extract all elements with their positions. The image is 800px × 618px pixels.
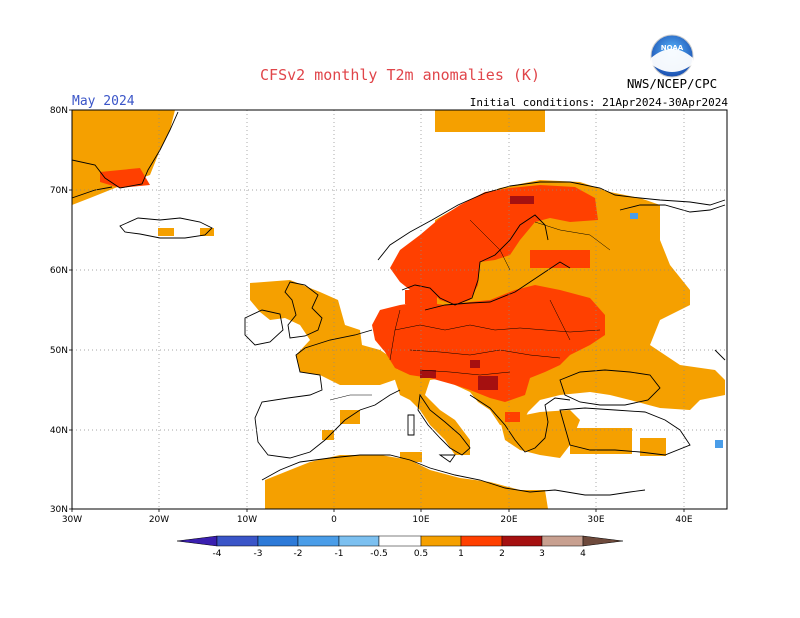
colorbar-label: -3 xyxy=(254,549,263,559)
colorbar-seg-1-2 xyxy=(460,535,503,547)
colorbar-seg-lt-4 xyxy=(176,535,218,547)
forecast-period: May 2024 xyxy=(72,94,135,109)
colorbar: -4 -3 -2 -1 -0.5 0.5 1 2 3 4 xyxy=(176,535,624,559)
map-field xyxy=(72,110,727,509)
map-title: CFSv2 monthly T2m anomalies (K) xyxy=(260,66,540,84)
lon-axis: 30W 20W 10W 0 10E 20E 30E 40E xyxy=(62,509,693,525)
map-frame xyxy=(71,109,728,510)
gridlines xyxy=(72,110,727,509)
colorbar-label: 2 xyxy=(499,549,505,559)
lon-tick-40e: 40E xyxy=(675,515,692,525)
lon-tick-10w: 10W xyxy=(237,515,257,525)
colorbar-label: -2 xyxy=(294,549,303,559)
lon-tick-20e: 20E xyxy=(500,515,517,525)
colorbar-label: 1 xyxy=(458,549,464,559)
colorbar-label: -4 xyxy=(213,549,222,559)
lat-tick-70n: 70N xyxy=(50,186,68,196)
agency-label: NWS/NCEP/CPC xyxy=(626,76,718,91)
colorbar-label: 4 xyxy=(580,549,586,559)
lon-tick-10e: 10E xyxy=(412,515,429,525)
initial-conditions: Initial conditions: 21Apr2024-30Apr2024 xyxy=(469,96,728,109)
colorbar-seg-3-4 xyxy=(541,535,584,547)
lat-tick-50n: 50N xyxy=(50,346,68,356)
lon-tick-0: 0 xyxy=(331,515,337,525)
lon-tick-30w: 30W xyxy=(62,515,82,525)
colorbar-label: 0.5 xyxy=(414,549,428,559)
lat-tick-30n: 30N xyxy=(50,505,68,515)
lon-tick-20w: 20W xyxy=(149,515,169,525)
country-borders xyxy=(329,219,611,401)
lat-axis: 80N 70N 60N 50N 40N 30N xyxy=(50,106,72,515)
anomaly-negative xyxy=(630,213,723,448)
colorbar-seg-neutral xyxy=(378,535,422,547)
colorbar-label: 3 xyxy=(539,549,545,559)
colorbar-seg-3-2 xyxy=(257,535,299,547)
lon-tick-30e: 30E xyxy=(587,515,604,525)
colorbar-label: -1 xyxy=(335,549,344,559)
colorbar-label: -0.5 xyxy=(370,549,388,559)
colorbar-seg-05-1 xyxy=(420,535,462,547)
colorbar-seg-4-3 xyxy=(216,535,259,547)
lat-tick-40n: 40N xyxy=(50,426,68,436)
colorbar-seg-1-05 xyxy=(338,535,380,547)
lat-tick-80n: 80N xyxy=(50,106,68,116)
noaa-logo: NOAA xyxy=(650,34,694,78)
anomaly-2-3 xyxy=(420,196,534,390)
logo-lettering: NOAA xyxy=(661,44,684,52)
lat-tick-60n: 60N xyxy=(50,266,68,276)
colorbar-seg-2-1 xyxy=(297,535,340,547)
colorbar-seg-2-3 xyxy=(501,535,543,547)
colorbar-seg-gt-4 xyxy=(582,535,624,547)
